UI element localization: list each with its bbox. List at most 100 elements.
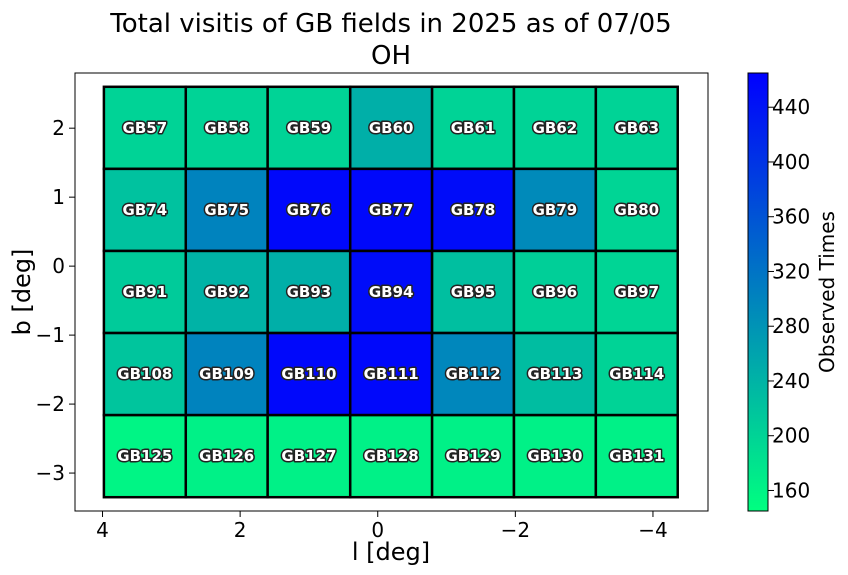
heatmap-cell: GB114 (594, 331, 679, 417)
y-tick-label: −1 (36, 323, 65, 347)
heatmap-cell: GB96 (512, 249, 598, 335)
heatmap-cell-label: GB60 (369, 119, 414, 137)
heatmap-cell-rect (594, 413, 679, 499)
heatmap-cell: GB125 (102, 413, 188, 499)
heatmap-cell-label: GB125 (117, 447, 172, 465)
heatmap-cell-label: GB75 (204, 201, 249, 219)
colorbar-tick-label: 160 (772, 478, 810, 502)
chart-subtitle: OH (371, 41, 411, 71)
heatmap-cell-label: GB80 (614, 201, 659, 219)
heatmap-cell-label: GB77 (369, 201, 414, 219)
heatmap-cell-label: GB131 (609, 447, 664, 465)
heatmap-cell-label: GB91 (123, 283, 168, 301)
heatmap-cell-label: GB126 (199, 447, 254, 465)
heatmap-cell: GB111 (348, 331, 434, 417)
heatmap-cell: GB76 (266, 167, 352, 253)
heatmap-cell: GB79 (512, 167, 598, 253)
heatmap-cell: GB93 (266, 249, 352, 335)
heatmap-cell: GB61 (430, 85, 516, 171)
heatmap-cell: GB110 (266, 331, 352, 417)
x-tick-label: 0 (371, 518, 384, 542)
heatmap-cell-label: GB93 (287, 283, 332, 301)
heatmap-cell-rect (594, 249, 679, 335)
heatmap-cell-rect (102, 85, 188, 171)
heatmap-cell: GB77 (348, 167, 434, 253)
heatmap-cell: GB60 (348, 85, 434, 171)
heatmap-cell-rect (102, 331, 188, 417)
x-tick-label: −2 (501, 518, 530, 542)
heatmap-cell-label: GB76 (287, 201, 332, 219)
heatmap-cell-label: GB78 (451, 201, 496, 219)
y-tick-label: −3 (36, 461, 65, 485)
heatmap-cell-label: GB95 (451, 283, 496, 301)
heatmap-cell-label: GB94 (369, 283, 414, 301)
heatmap-cell: GB113 (512, 331, 598, 417)
heatmap-cell-rect (184, 413, 269, 499)
heatmap-cell-label: GB61 (451, 119, 496, 137)
heatmap-cell-label: GB129 (446, 447, 501, 465)
heatmap-cell: GB63 (594, 85, 679, 171)
heatmap-cell-rect (430, 331, 516, 417)
heatmap-cell-label: GB97 (614, 283, 659, 301)
heatmap-cell: GB112 (430, 331, 516, 417)
heatmap-cell-label: GB112 (446, 365, 501, 383)
heatmap-cell-label: GB74 (123, 201, 168, 219)
colorbar-tick-label: 320 (772, 259, 810, 283)
heatmap-cells: GB57 GB58 GB59 GB60 GB61 GB62 GB63 GB74 GB75 GB76… (102, 85, 679, 499)
heatmap-cell-rect (430, 413, 516, 499)
colorbar-tick-label: 440 (772, 95, 810, 119)
heatmap-cell-rect (594, 85, 679, 171)
heatmap-cell-rect (184, 249, 269, 335)
heatmap-cell-rect (512, 249, 598, 335)
heatmap-cell-rect (430, 85, 516, 171)
heatmap-cell: GB92 (184, 249, 269, 335)
y-tick-label: 1 (52, 185, 65, 209)
heatmap-cell-rect (512, 167, 598, 253)
colorbar-ticks: 160 200 240 280 320 360 400 440 (768, 95, 810, 502)
colorbar-label: Observed Times (815, 211, 839, 373)
heatmap-cell-label: GB127 (281, 447, 336, 465)
heatmap-cell-label: GB57 (123, 119, 168, 137)
y-tick-label: 0 (52, 254, 65, 278)
x-axis-label: l [deg] (352, 538, 430, 566)
heatmap-cell-label: GB109 (199, 365, 254, 383)
heatmap-cell: GB78 (430, 167, 516, 253)
heatmap-cell-rect (184, 167, 269, 253)
heatmap-cell: GB74 (102, 167, 188, 253)
heatmap-cell: GB128 (348, 413, 434, 499)
heatmap-cell-label: GB62 (533, 119, 578, 137)
colorbar-tick-label: 200 (772, 424, 810, 448)
colorbar-tick-label: 280 (772, 314, 810, 338)
x-tick-label: −4 (638, 518, 667, 542)
heatmap-cell-label: GB92 (204, 283, 249, 301)
heatmap-cell: GB80 (594, 167, 679, 253)
chart-title: Total visitis of GB fields in 2025 as of… (109, 9, 671, 39)
heatmap-cell-label: GB130 (527, 447, 582, 465)
heatmap-cell-rect (348, 167, 434, 253)
colorbar-tick-label: 360 (772, 205, 810, 229)
heatmap-cell-rect (512, 413, 598, 499)
heatmap-cell: GB97 (594, 249, 679, 335)
y-tick-label: −2 (36, 392, 65, 416)
y-axis-ticks: −3 −2 −1 0 1 2 (36, 116, 75, 485)
heatmap-cell: GB108 (102, 331, 188, 417)
heatmap-cell-rect (594, 331, 679, 417)
heatmap-cell: GB129 (430, 413, 516, 499)
heatmap-cell-label: GB58 (204, 119, 249, 137)
colorbar-tick-label: 400 (772, 150, 810, 174)
heatmap-cell-label: GB128 (364, 447, 419, 465)
heatmap-cell-label: GB110 (281, 365, 336, 383)
colorbar (747, 72, 769, 512)
heatmap-cell-rect (430, 249, 516, 335)
heatmap-cell: GB91 (102, 249, 188, 335)
heatmap-cell: GB130 (512, 413, 598, 499)
y-axis-label: b [deg] (8, 249, 36, 336)
heatmap-cell-label: GB96 (533, 283, 578, 301)
heatmap-cell-rect (348, 249, 434, 335)
heatmap-cell-label: GB111 (364, 365, 419, 383)
heatmap-cell: GB127 (266, 413, 352, 499)
heatmap-cell: GB126 (184, 413, 269, 499)
heatmap-cell: GB59 (266, 85, 352, 171)
